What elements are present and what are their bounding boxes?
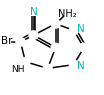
Text: Br: Br — [1, 36, 12, 46]
Circle shape — [29, 31, 38, 39]
Circle shape — [43, 64, 52, 73]
Circle shape — [16, 38, 25, 46]
Text: N: N — [77, 24, 85, 34]
Text: N: N — [77, 61, 85, 71]
Text: N: N — [30, 7, 37, 17]
Circle shape — [69, 60, 78, 69]
Text: NH: NH — [11, 65, 24, 74]
Circle shape — [79, 43, 88, 52]
Circle shape — [51, 43, 60, 52]
Circle shape — [21, 57, 30, 66]
Circle shape — [51, 19, 60, 28]
Text: NH₂: NH₂ — [58, 9, 77, 19]
Circle shape — [69, 26, 78, 35]
